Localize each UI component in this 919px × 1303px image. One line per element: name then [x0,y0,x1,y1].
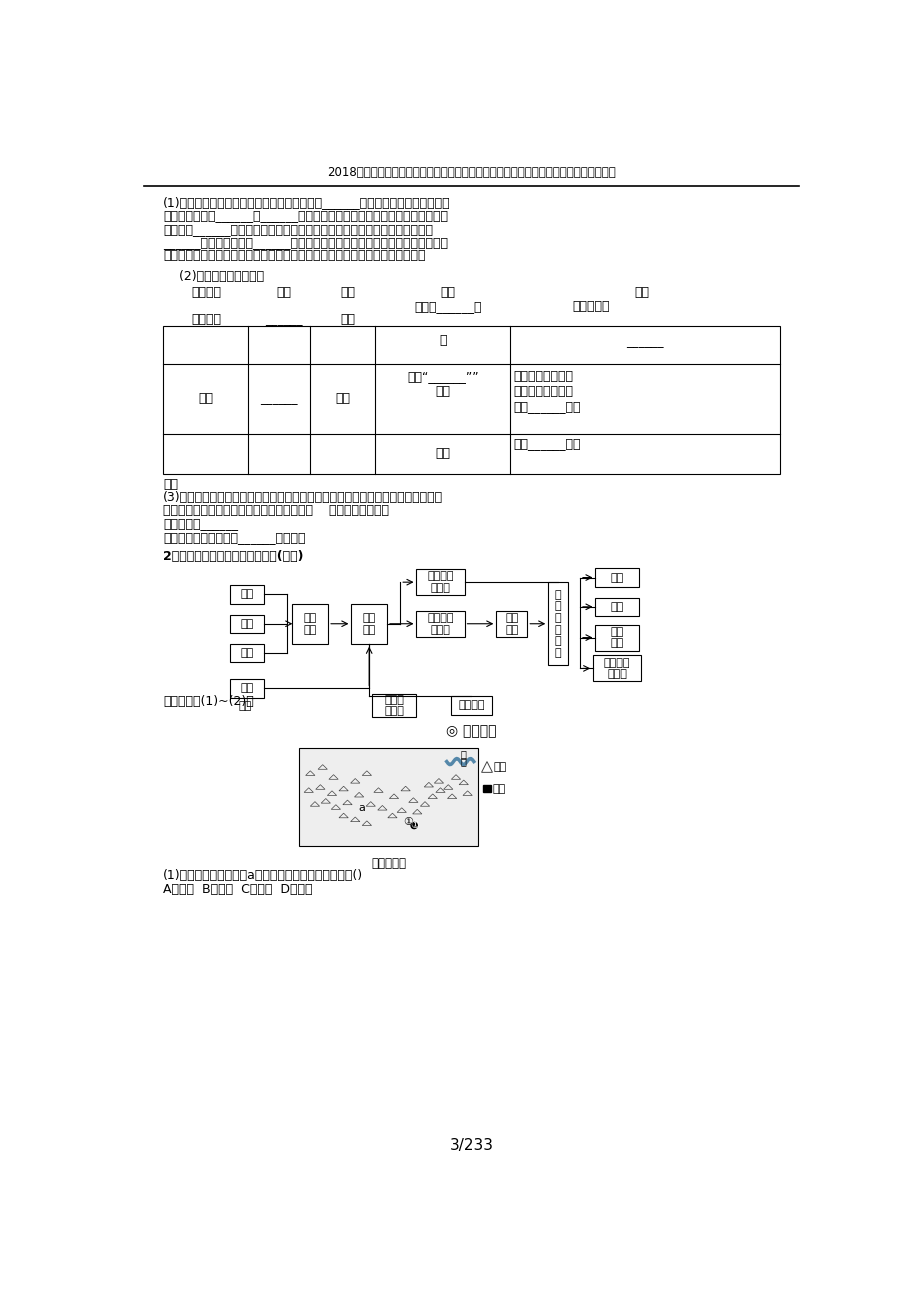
Text: (3)交通线路的选线，要充足考虑沿线的自然、经济、社会、交通、技术、生态等因: (3)交通线路的选线，要充足考虑沿线的自然、经济、社会、交通、技术、生态等因 [163,491,443,504]
Bar [230,679,264,697]
Text: 形态: 形态 [440,287,455,300]
Text: 走向: 走向 [634,287,649,300]
Text: 地质: 地质 [239,701,252,710]
Bar [451,696,491,714]
Text: 工农业生
产水平: 工农业生 产水平 [603,658,630,679]
Bar [482,784,491,792]
Text: 气候: 气候 [240,619,253,629]
Text: 受地形限制: 受地形限制 [572,301,609,313]
Text: 某区域示意: 某区域示意 [370,857,405,870]
Text: 流: 流 [460,757,466,766]
Text: 读图，回答(1)~(2)题: 读图，回答(1)~(2)题 [163,694,254,708]
Bar [548,582,568,666]
Bar [593,655,641,681]
Bar [351,603,387,644]
Text: 稀少: 稀少 [335,392,350,405]
Text: ______要素，特别跟着______的进步，人们掌握了愈来愈多的工程技术，可以: ______要素，特别跟着______的进步，人们掌握了愈来愈多的工程技术，可以 [163,236,448,249]
Text: 一般呈______分: 一般呈______分 [414,301,482,313]
Text: 延伸: 延伸 [163,478,178,491]
Text: 交通线路
的分布: 交通线路 的分布 [426,612,453,635]
Text: ______: ______ [626,335,664,348]
Text: 地形条件: 地形条件 [191,287,221,300]
Text: 资源: 资源 [610,602,623,612]
Text: 平原地域: 平原地域 [191,314,221,327]
Text: 3/233: 3/233 [449,1139,493,1153]
Bar [230,644,264,662]
Text: ①: ① [403,817,413,826]
Text: 条件中，______对交通线路分布的影响尤其深刻。影响交通线路的主导要素是: 条件中，______对交通线路分布的影响尤其深刻。影响交通线路的主导要素是 [163,223,433,236]
Text: ），尽可能______: ），尽可能______ [163,517,238,530]
Bar [299,748,477,846]
Text: 地质: 地质 [240,684,253,693]
Text: 工程造价，想法减少对______的破坏。: 工程造价，想法减少对______的破坏。 [163,530,305,543]
Text: 社
会
经
济
因
素: 社 会 经 济 因 素 [554,590,561,658]
Text: 要素中的人口、______、______分布、工农业生产水平、科学技术等。在自然: 要素中的人口、______、______分布、工农业生产水平、科学技术等。在自然 [163,210,448,223]
Bar [230,615,264,633]
Text: 多呈“______””
字形: 多呈“______”” 字形 [406,370,478,399]
Text: 山区: 山区 [198,392,213,405]
Text: ◎ 考题考向: ◎ 考题考向 [446,723,496,737]
Text: 自然
因素: 自然 因素 [303,612,316,635]
Bar [163,326,779,473]
Text: 在崇山峻岭中和大江大河上修建现代化的交通设施，如杭州湾跨海大桥的修建。: 在崇山峻岭中和大江大河上修建现代化的交通设施，如杭州湾跨海大桥的修建。 [163,249,425,262]
Bar [230,585,264,603]
Text: A．天气  B．河流  C．地形  D．资源: A．天气 B．河流 C．地形 D．资源 [163,883,312,896]
Text: 低的______地带: 低的______地带 [513,437,580,450]
Bar [416,569,464,595]
Text: 城镇: 城镇 [492,783,505,794]
Bar [595,598,638,616]
Text: a: a [357,803,365,813]
Text: 科学技术: 科学技术 [458,701,484,710]
Text: 受地形限制较大，
一般沿地势相对较
低的______地带: 受地形限制较大， 一般沿地势相对较 低的______地带 [513,370,580,413]
Text: 地形: 地形 [240,589,253,599]
Text: ______: ______ [265,314,302,327]
Bar [595,568,638,586]
Text: 密度: 密度 [276,287,291,300]
Bar [416,611,464,637]
Text: 河: 河 [460,749,466,758]
Text: (2)地形对交通线路影响: (2)地形对交通线路影响 [163,270,264,283]
Text: 山地: 山地 [494,762,506,771]
Text: 克服自
然障碍: 克服自 然障碍 [383,694,403,717]
Text: ①: ① [409,821,418,830]
Text: ______: ______ [260,392,298,405]
Text: 影响
选线: 影响 选线 [362,612,376,635]
Text: 2．影响交通线路分布的要素图解(拓展): 2．影响交通线路分布的要素图解(拓展) [163,550,303,563]
Text: 浓密: 浓密 [340,314,355,327]
Text: 修建
意义: 修建 意义 [505,612,518,635]
Text: 水文: 水文 [240,648,253,658]
Bar [495,611,527,637]
Text: 交通线路
的走向: 交通线路 的走向 [426,572,453,593]
Text: 布: 布 [438,334,446,347]
Text: (1)综合图中信息，限制a地发展交通运输的主要要素是(): (1)综合图中信息，限制a地发展交通运输的主要要素是() [163,869,363,882]
Text: 字形: 字形 [435,447,449,460]
Circle shape [411,822,417,829]
Text: 素的综合影响，选择有益地形，避开不利地段    （如断层、沼泽等: 素的综合影响，选择有益地形，避开不利地段 （如断层、沼泽等 [163,504,389,517]
Bar [371,693,416,717]
Text: 布局: 布局 [340,287,355,300]
Text: 人口: 人口 [610,572,623,582]
Text: 2018版浙江学业水平考试地理知识清单与考题考向专题七自然环境对人类活动影响含解析: 2018版浙江学业水平考试地理知识清单与考题考向专题七自然环境对人类活动影响含解… [327,165,615,179]
Bar [595,624,638,650]
Text: (1)影响交通线路分布的要素，如自然要素中的______、天气、水文等；社会经济: (1)影响交通线路分布的要素，如自然要素中的______、天气、水文等；社会经济 [163,197,450,210]
Bar [292,603,328,644]
Text: 城镇
分布: 城镇 分布 [610,627,623,649]
